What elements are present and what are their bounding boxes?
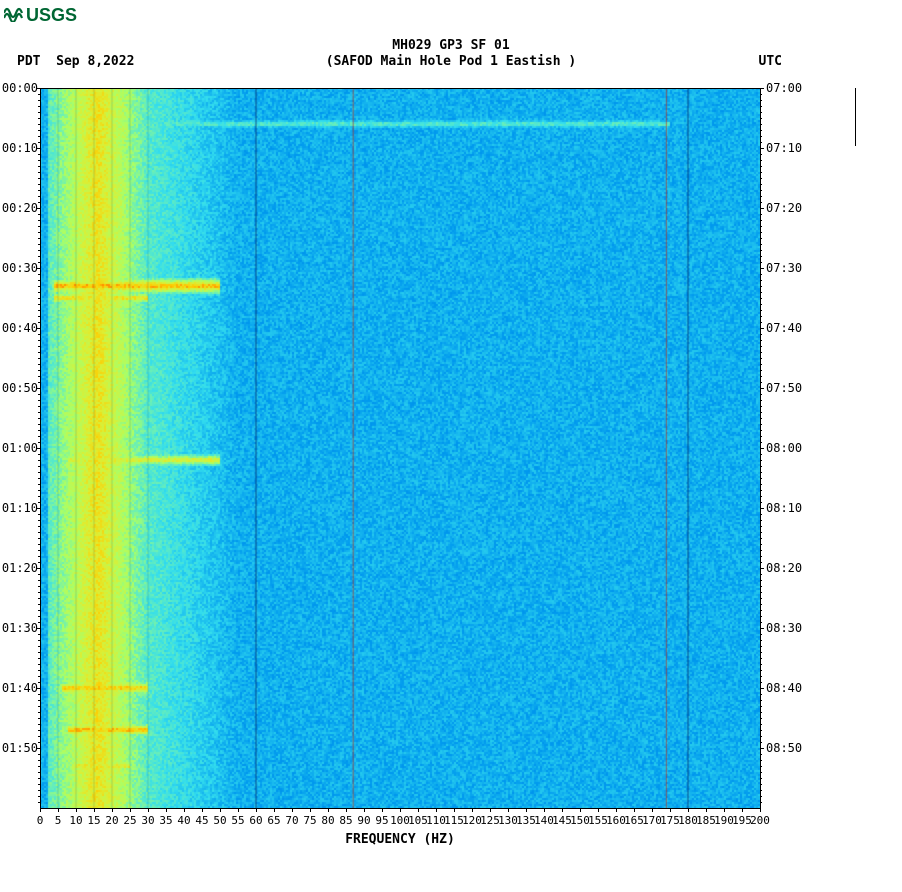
usgs-logo: USGS: [4, 4, 77, 27]
x-tick-label: 55: [231, 814, 244, 827]
x-tick-label: 15: [87, 814, 100, 827]
x-tick-mark: [760, 808, 761, 812]
x-tick-label: 85: [339, 814, 352, 827]
y-left-tick-label: 01:30: [0, 621, 38, 635]
x-tick-label: 30: [141, 814, 154, 827]
x-tick-label: 145: [552, 814, 572, 827]
y-right-tick-label: 08:30: [766, 621, 802, 635]
x-tick-label: 105: [408, 814, 428, 827]
x-tick-label: 20: [105, 814, 118, 827]
x-tick-label: 175: [660, 814, 680, 827]
x-tick-label: 65: [267, 814, 280, 827]
x-tick-label: 115: [444, 814, 464, 827]
header-date: Sep 8,2022: [56, 54, 134, 69]
y-left-tick-label: 01:00: [0, 441, 38, 455]
y-right-tick-label: 08:40: [766, 681, 802, 695]
y-left-tick-label: 01:50: [0, 741, 38, 755]
x-tick-label: 170: [642, 814, 662, 827]
x-axis-label: FREQUENCY (HZ): [40, 832, 760, 847]
y-left-tick-label: 01:10: [0, 501, 38, 515]
y-right-tick-label: 08:20: [766, 561, 802, 575]
x-tick-label: 120: [462, 814, 482, 827]
x-tick-label: 0: [37, 814, 44, 827]
y-left-tick-label: 00:30: [0, 261, 38, 275]
x-tick-label: 45: [195, 814, 208, 827]
spectrogram-canvas: [40, 88, 760, 808]
x-tick-label: 40: [177, 814, 190, 827]
plot-border-right: [760, 88, 761, 808]
plot-border-bottom: [40, 808, 760, 809]
x-tick-label: 60: [249, 814, 262, 827]
y-right-tick-label: 08:00: [766, 441, 802, 455]
y-right-tick-label: 07:40: [766, 321, 802, 335]
spectrogram-plot: [40, 88, 760, 808]
y-left-tick-label: 00:50: [0, 381, 38, 395]
x-tick-label: 185: [696, 814, 716, 827]
x-tick-label: 100: [390, 814, 410, 827]
x-tick-label: 160: [606, 814, 626, 827]
side-indicator-bar: [855, 88, 856, 146]
y-left-tick-label: 00:20: [0, 201, 38, 215]
x-tick-label: 135: [516, 814, 536, 827]
x-tick-label: 180: [678, 814, 698, 827]
right-timezone: UTC: [759, 54, 782, 69]
x-tick-label: 155: [588, 814, 608, 827]
logo-text: USGS: [26, 5, 77, 26]
plot-border-left: [40, 88, 41, 808]
y-right-tick-label: 08:10: [766, 501, 802, 515]
x-tick-label: 110: [426, 814, 446, 827]
x-tick-label: 50: [213, 814, 226, 827]
x-tick-label: 150: [570, 814, 590, 827]
y-right-tick-label: 07:10: [766, 141, 802, 155]
x-tick-label: 125: [480, 814, 500, 827]
x-tick-label: 130: [498, 814, 518, 827]
y-left-tick-label: 01:20: [0, 561, 38, 575]
x-tick-label: 5: [55, 814, 62, 827]
y-right-tick-label: 07:20: [766, 201, 802, 215]
x-tick-label: 25: [123, 814, 136, 827]
plot-title-line1: MH029 GP3 SF 01: [0, 38, 902, 53]
y-left-tick-label: 00:10: [0, 141, 38, 155]
y-right-tick-label: 07:50: [766, 381, 802, 395]
x-tick-label: 75: [303, 814, 316, 827]
left-timezone-date: PDT Sep 8,2022: [17, 54, 134, 69]
logo-wave-icon: [4, 4, 24, 27]
x-tick-label: 200: [750, 814, 770, 827]
y-left-tick-label: 00:40: [0, 321, 38, 335]
x-tick-label: 80: [321, 814, 334, 827]
x-tick-label: 95: [375, 814, 388, 827]
x-tick-label: 70: [285, 814, 298, 827]
x-tick-label: 165: [624, 814, 644, 827]
y-right-tick-label: 07:00: [766, 81, 802, 95]
x-tick-label: 35: [159, 814, 172, 827]
y-right-tick-label: 08:50: [766, 741, 802, 755]
x-tick-label: 195: [732, 814, 752, 827]
x-tick-label: 90: [357, 814, 370, 827]
left-tz: PDT: [17, 54, 40, 69]
x-tick-label: 190: [714, 814, 734, 827]
plot-border-top: [40, 88, 760, 89]
y-right-tick-label: 07:30: [766, 261, 802, 275]
y-left-tick-label: 00:00: [0, 81, 38, 95]
x-tick-label: 10: [69, 814, 82, 827]
x-tick-label: 140: [534, 814, 554, 827]
y-left-tick-label: 01:40: [0, 681, 38, 695]
